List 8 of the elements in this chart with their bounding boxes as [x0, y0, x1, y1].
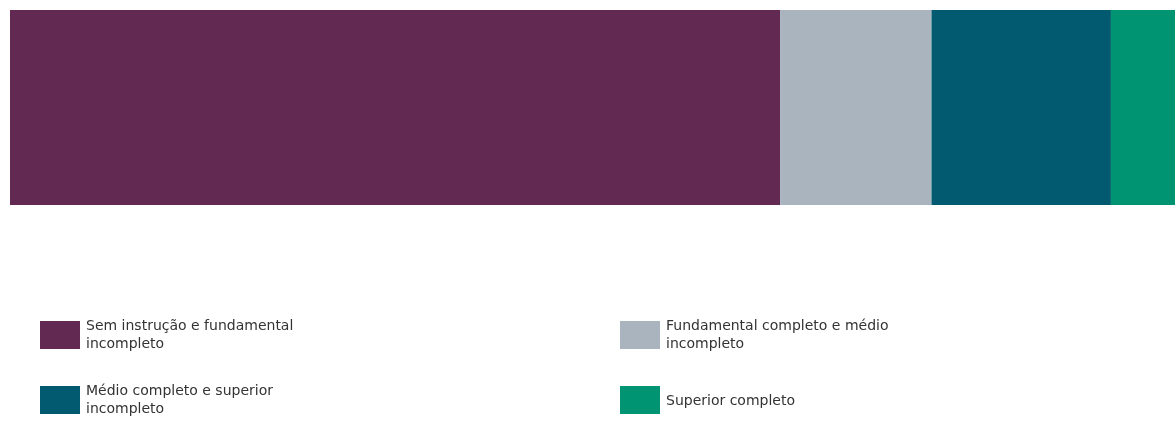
bar — [780, 10, 932, 205]
legend-label: Médio completo e superior incompleto — [86, 382, 274, 416]
legend-label: Superior completo — [666, 392, 796, 408]
legend-label: Fundamental completo e médio incompleto — [666, 317, 889, 351]
legend-label: Sem instrução e fundamental incompleto — [86, 317, 294, 351]
bar — [1110, 10, 1175, 205]
bar — [10, 10, 781, 205]
bar — [931, 10, 1111, 205]
